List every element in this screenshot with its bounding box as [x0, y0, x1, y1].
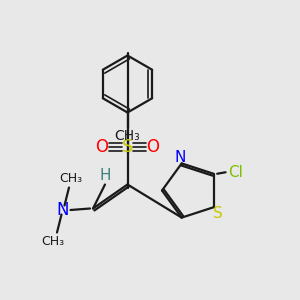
Text: O: O — [146, 138, 160, 156]
Text: Cl: Cl — [229, 165, 244, 180]
Text: CH₃: CH₃ — [115, 129, 140, 143]
Text: CH₃: CH₃ — [59, 172, 82, 185]
Text: S: S — [122, 138, 133, 156]
Text: N: N — [57, 201, 69, 219]
Text: S: S — [213, 206, 223, 221]
Text: CH₃: CH₃ — [41, 235, 64, 248]
Text: H: H — [99, 168, 111, 183]
Text: N: N — [175, 151, 186, 166]
Text: O: O — [95, 138, 109, 156]
